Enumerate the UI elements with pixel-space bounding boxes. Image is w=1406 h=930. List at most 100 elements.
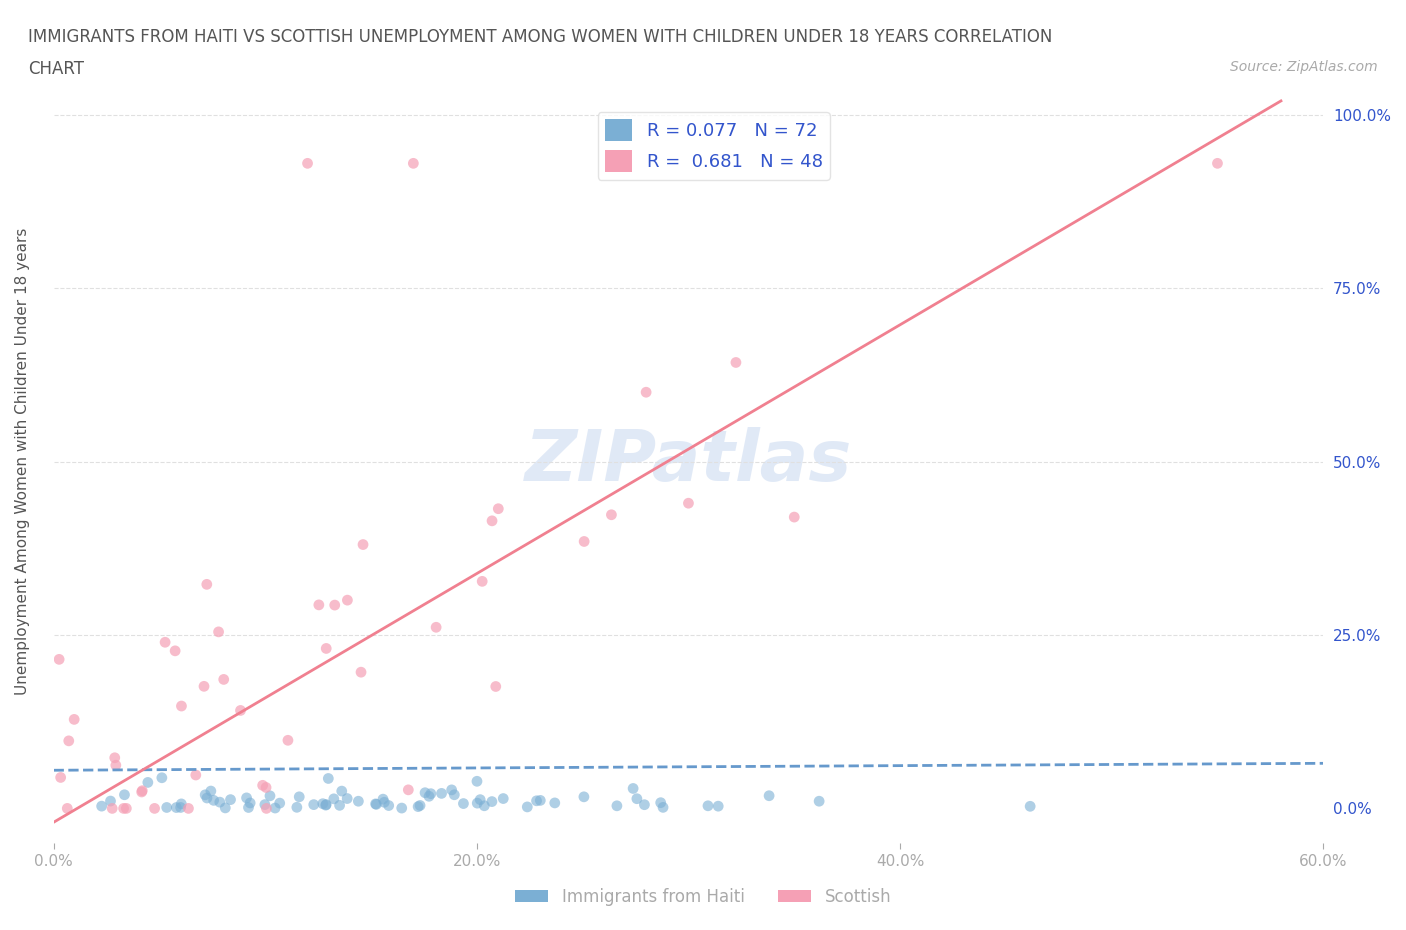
Scottish [425,620,447,635]
Immigrants from Haiti [465,796,488,811]
Immigrants from Haiti [419,786,441,801]
Scottish [143,801,166,816]
Scottish [297,156,319,171]
Immigrants from Haiti [329,798,352,813]
Scottish [49,770,72,785]
Immigrants from Haiti [322,791,344,806]
Scottish [48,652,70,667]
Immigrants from Haiti [302,797,325,812]
Immigrants from Haiti [440,782,463,797]
Immigrants from Haiti [650,795,672,810]
Scottish [471,574,494,589]
Immigrants from Haiti [136,775,159,790]
Immigrants from Haiti [114,788,136,803]
Scottish [783,510,806,525]
Scottish [350,665,373,680]
Immigrants from Haiti [377,798,399,813]
Immigrants from Haiti [626,791,648,806]
Immigrants from Haiti [1019,799,1042,814]
Immigrants from Haiti [544,795,567,810]
Scottish [600,508,623,523]
Immigrants from Haiti [288,790,311,804]
Scottish [193,679,215,694]
Immigrants from Haiti [169,800,191,815]
Scottish [212,672,235,687]
Scottish [323,598,346,613]
Immigrants from Haiti [443,788,465,803]
Immigrants from Haiti [235,790,257,805]
Text: IMMIGRANTS FROM HAITI VS SCOTTISH UNEMPLOYMENT AMONG WOMEN WITH CHILDREN UNDER 1: IMMIGRANTS FROM HAITI VS SCOTTISH UNEMPL… [28,28,1053,46]
Scottish [207,624,229,639]
Scottish [254,801,277,816]
Immigrants from Haiti [418,789,440,804]
Scottish [101,801,124,816]
Scottish [486,501,509,516]
Immigrants from Haiti [170,796,193,811]
Scottish [195,577,218,591]
Immigrants from Haiti [391,801,413,816]
Legend: Immigrants from Haiti, Scottish: Immigrants from Haiti, Scottish [508,881,898,912]
Scottish [1206,156,1229,171]
Scottish [315,641,337,656]
Immigrants from Haiti [195,790,218,805]
Immigrants from Haiti [156,800,179,815]
Scottish [485,679,508,694]
Immigrants from Haiti [621,781,644,796]
Immigrants from Haiti [315,797,337,812]
Scottish [254,780,277,795]
Immigrants from Haiti [572,790,595,804]
Immigrants from Haiti [758,789,780,804]
Text: Source: ZipAtlas.com: Source: ZipAtlas.com [1230,60,1378,74]
Scottish [170,698,193,713]
Scottish [104,751,127,765]
Scottish [402,156,425,171]
Y-axis label: Unemployment Among Women with Children Under 18 years: Unemployment Among Women with Children U… [15,228,30,696]
Scottish [184,767,207,782]
Immigrants from Haiti [200,784,222,799]
Immigrants from Haiti [472,798,495,813]
Immigrants from Haiti [336,791,359,806]
Scottish [153,635,176,650]
Immigrants from Haiti [606,798,628,813]
Scottish [252,777,274,792]
Immigrants from Haiti [208,795,231,810]
Immigrants from Haiti [194,788,217,803]
Scottish [131,785,153,800]
Scottish [277,733,299,748]
Immigrants from Haiti [330,784,353,799]
Scottish [724,355,747,370]
Immigrants from Haiti [492,791,515,806]
Scottish [229,703,252,718]
Immigrants from Haiti [259,789,281,804]
Immigrants from Haiti [470,792,492,807]
Scottish [572,534,595,549]
Scottish [56,801,79,816]
Scottish [58,734,80,749]
Immigrants from Haiti [406,799,429,814]
Text: ZIPatlas: ZIPatlas [524,427,852,496]
Immigrants from Haiti [516,800,538,815]
Immigrants from Haiti [413,785,436,800]
Scottish [165,644,187,658]
Scottish [336,592,359,607]
Immigrants from Haiti [529,793,551,808]
Immigrants from Haiti [373,795,395,810]
Immigrants from Haiti [150,770,173,785]
Scottish [636,385,658,400]
Scottish [112,801,135,816]
Immigrants from Haiti [238,800,260,815]
Immigrants from Haiti [366,797,388,812]
Scottish [481,513,503,528]
Immigrants from Haiti [347,794,370,809]
Immigrants from Haiti [285,800,308,815]
Scottish [131,783,153,798]
Immigrants from Haiti [633,797,655,812]
Scottish [115,801,138,816]
Immigrants from Haiti [697,798,720,813]
Immigrants from Haiti [707,799,730,814]
Text: CHART: CHART [28,60,84,78]
Immigrants from Haiti [481,794,503,809]
Immigrants from Haiti [808,794,831,809]
Immigrants from Haiti [264,801,287,816]
Immigrants from Haiti [315,798,337,813]
